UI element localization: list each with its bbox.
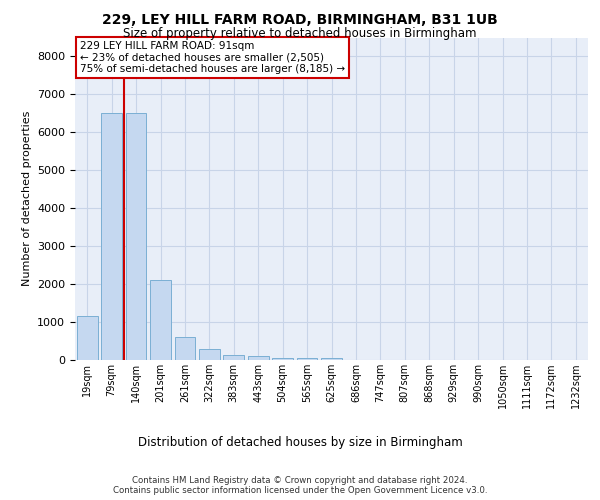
Bar [77,316,98,360]
Text: Distribution of detached houses by size in Birmingham: Distribution of detached houses by size … [137,436,463,449]
Text: Contains HM Land Registry data © Crown copyright and database right 2024.
Contai: Contains HM Land Registry data © Crown c… [113,476,487,495]
Bar [199,348,220,360]
Text: 229, LEY HILL FARM ROAD, BIRMINGHAM, B31 1UB: 229, LEY HILL FARM ROAD, BIRMINGHAM, B31… [102,12,498,26]
Bar [101,114,122,360]
Text: Size of property relative to detached houses in Birmingham: Size of property relative to detached ho… [123,28,477,40]
Bar [125,114,146,360]
Bar [272,358,293,360]
Bar [296,358,317,360]
Bar [175,337,196,360]
Text: 229 LEY HILL FARM ROAD: 91sqm
← 23% of detached houses are smaller (2,505)
75% o: 229 LEY HILL FARM ROAD: 91sqm ← 23% of d… [80,40,345,74]
Bar [150,280,171,360]
Bar [248,356,269,360]
Bar [223,355,244,360]
Bar [321,358,342,360]
Y-axis label: Number of detached properties: Number of detached properties [22,111,32,286]
